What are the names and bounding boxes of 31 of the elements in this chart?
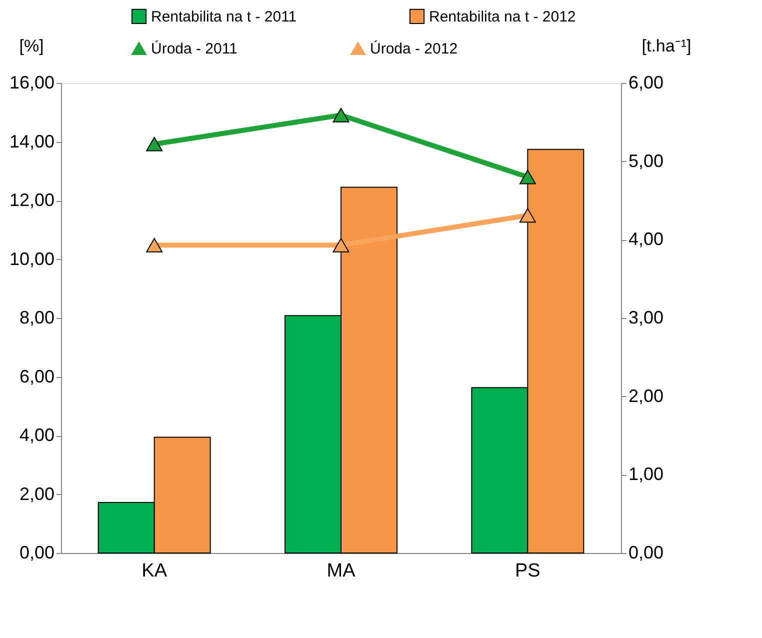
point (146, 136, 163, 152)
legend-label: Rentabilita na t - 2011 (151, 8, 297, 26)
y2-axis-title: [t.ha⁻¹] (642, 36, 692, 56)
y2-tick-label: 3,00 (628, 308, 664, 328)
y-tick-label: 6,00 (19, 366, 54, 386)
y-tick-label: 4,00 (19, 425, 54, 445)
y-tick-label: 0,00 (19, 542, 54, 562)
y2-tick-label: 5,00 (628, 150, 664, 171)
y-tick-label: 16,00 (9, 72, 54, 92)
y-tick-label: 12,00 (9, 190, 54, 210)
x-tick-label: KA (142, 560, 168, 582)
legend-label: Úroda - 2011 (151, 39, 238, 58)
legend-label: Úroda - 2012 (370, 39, 458, 58)
y2-tick-label: 1,00 (628, 464, 664, 484)
point (519, 170, 536, 184)
y-axis-title: [%] (19, 36, 44, 56)
y-tick-label: 10,00 (9, 248, 54, 269)
point (332, 238, 350, 252)
point (332, 108, 350, 122)
point (519, 208, 536, 223)
y-tick-label: 14,00 (9, 131, 54, 152)
y2-tick-label: 2,00 (628, 386, 664, 406)
y2-tick-label: 6,00 (628, 72, 664, 92)
y-tick-label: 2,00 (19, 484, 54, 504)
y2-tick-label: 4,00 (628, 229, 664, 250)
legend-label: Rentabilita na t - 2012 (429, 8, 576, 26)
y-tick-label: 8,00 (19, 308, 54, 328)
x-tick-label: MA (326, 560, 356, 582)
point (146, 238, 163, 252)
y2-tick-label: 0,00 (628, 542, 664, 562)
x-tick-label: PS (514, 560, 540, 582)
